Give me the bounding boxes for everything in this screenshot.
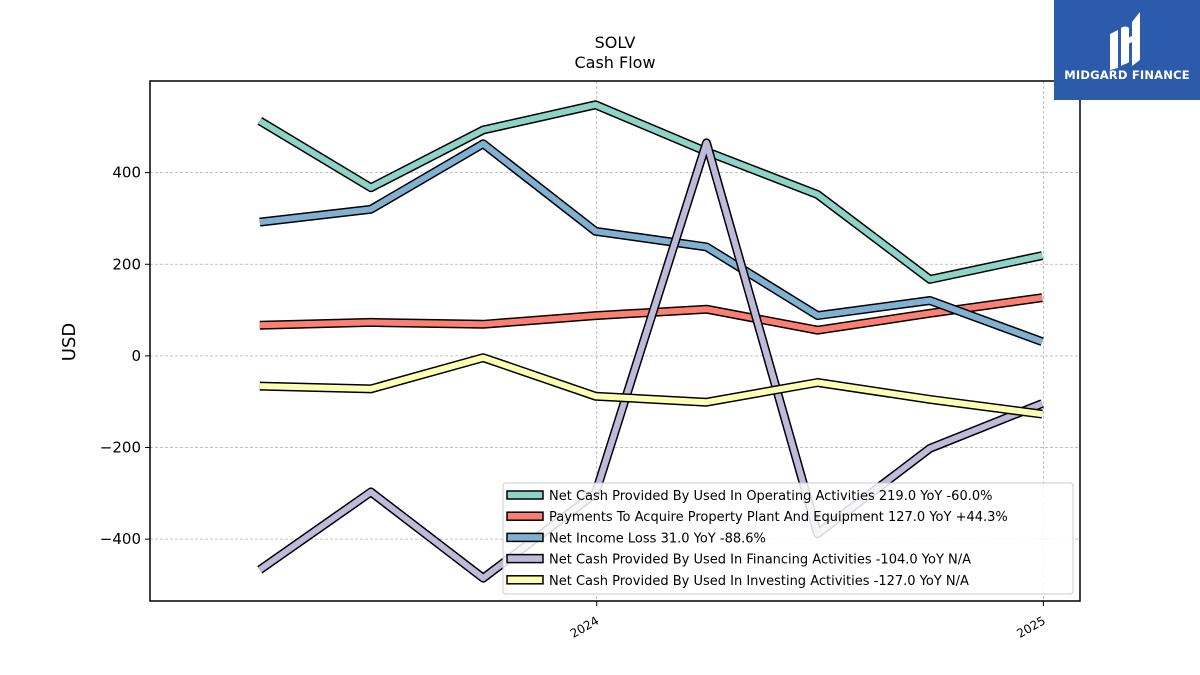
series-stroke: [259, 140, 1044, 345]
legend-swatch: [506, 511, 544, 521]
y-tick-label: −200: [100, 439, 141, 457]
series-stroke: [258, 101, 1043, 283]
y-tick-label: 0: [131, 347, 141, 365]
grid: [150, 81, 1080, 601]
legend-swatch: [506, 490, 544, 500]
logo-text: MIDGARD FINANCE: [1064, 68, 1190, 82]
series-line-5: [259, 353, 1043, 419]
legend-entry: Payments To Acquire Property Plant And E…: [549, 510, 1008, 525]
y-tick-label: 200: [112, 255, 141, 273]
chart-title: SOLV: [595, 33, 636, 52]
y-tick-label: −400: [100, 530, 141, 548]
legend-box: [502, 482, 1074, 595]
legend-entry: Net Cash Provided By Used In Operating A…: [549, 489, 992, 504]
legend-entry: Net Cash Provided By Used In Investing A…: [549, 574, 969, 589]
logo-mark-icon: [1110, 12, 1140, 70]
y-tick-label: 400: [112, 164, 141, 182]
y-axis-label: USD: [59, 323, 80, 361]
series-stroke: [258, 139, 1044, 582]
x-tick-label: 2024: [568, 613, 601, 640]
brand-logo: MIDGARD FINANCE: [1054, 0, 1200, 100]
series-line-4: [257, 138, 1044, 583]
plot-frame: [149, 80, 1081, 602]
legend-entry: Net Income Loss 31.0 YoY -88.6%: [549, 531, 766, 546]
chart-subtitle: Cash Flow: [574, 53, 655, 72]
series-line-1: [257, 100, 1044, 284]
legend-swatch: [506, 553, 544, 564]
series-lines: [257, 100, 1044, 583]
series-stroke: [259, 354, 1043, 418]
x-axis: 2024 2025: [568, 601, 1048, 641]
series-line-3: [259, 139, 1044, 346]
legend-swatch: [506, 575, 544, 585]
x-tick-label: 2025: [1014, 613, 1047, 640]
legend-entry: Net Cash Provided By Used In Financing A…: [549, 553, 971, 568]
y-axis: −400 −200 0 200 400: [100, 164, 150, 548]
legend: Net Cash Provided By Used In Operating A…: [502, 482, 1074, 595]
legend-swatch: [506, 532, 544, 543]
